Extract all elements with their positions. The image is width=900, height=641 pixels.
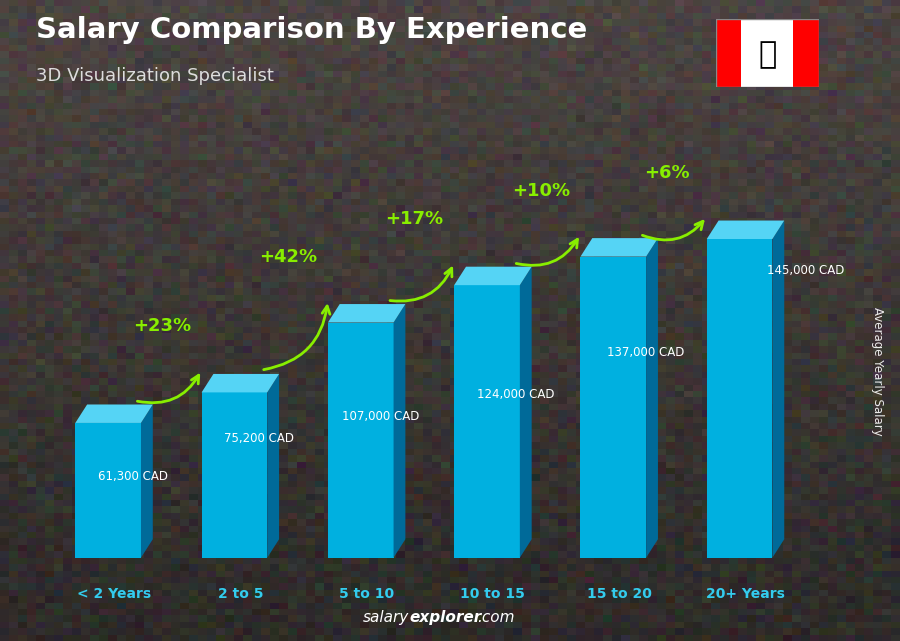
- Polygon shape: [772, 221, 784, 558]
- Polygon shape: [454, 267, 532, 285]
- Text: 124,000 CAD: 124,000 CAD: [477, 388, 554, 401]
- Polygon shape: [328, 322, 393, 558]
- Text: Average Yearly Salary: Average Yearly Salary: [871, 308, 884, 436]
- Text: +42%: +42%: [259, 247, 317, 265]
- Text: +10%: +10%: [511, 181, 570, 199]
- Polygon shape: [202, 374, 279, 392]
- Text: .com: .com: [477, 610, 515, 625]
- Text: salary: salary: [364, 610, 410, 625]
- Text: 10 to 15: 10 to 15: [461, 587, 526, 601]
- Polygon shape: [76, 404, 153, 423]
- Text: 3D Visualization Specialist: 3D Visualization Specialist: [36, 67, 274, 85]
- Text: +23%: +23%: [133, 317, 191, 335]
- Polygon shape: [328, 304, 405, 322]
- Polygon shape: [76, 423, 141, 558]
- Polygon shape: [706, 239, 772, 558]
- Polygon shape: [202, 392, 267, 558]
- Text: 137,000 CAD: 137,000 CAD: [607, 346, 684, 360]
- Polygon shape: [706, 221, 784, 239]
- Polygon shape: [267, 374, 279, 558]
- Text: explorer: explorer: [410, 610, 482, 625]
- Polygon shape: [520, 267, 532, 558]
- Text: 15 to 20: 15 to 20: [587, 587, 652, 601]
- Polygon shape: [393, 304, 405, 558]
- Text: 107,000 CAD: 107,000 CAD: [342, 410, 419, 423]
- Text: < 2 Years: < 2 Years: [77, 587, 151, 601]
- Bar: [716, 19, 742, 87]
- Text: 5 to 10: 5 to 10: [339, 587, 394, 601]
- Text: +6%: +6%: [644, 164, 689, 182]
- Polygon shape: [646, 238, 658, 558]
- Text: 20+ Years: 20+ Years: [706, 587, 785, 601]
- Polygon shape: [141, 404, 153, 558]
- Polygon shape: [580, 256, 646, 558]
- Polygon shape: [454, 285, 520, 558]
- Polygon shape: [580, 238, 658, 256]
- Text: Salary Comparison By Experience: Salary Comparison By Experience: [36, 16, 587, 44]
- Bar: [793, 19, 819, 87]
- Text: 🍁: 🍁: [758, 40, 777, 69]
- Text: +17%: +17%: [385, 210, 444, 228]
- Text: 75,200 CAD: 75,200 CAD: [224, 432, 294, 445]
- Text: 61,300 CAD: 61,300 CAD: [98, 470, 168, 483]
- Text: 145,000 CAD: 145,000 CAD: [768, 264, 845, 278]
- Text: 2 to 5: 2 to 5: [218, 587, 263, 601]
